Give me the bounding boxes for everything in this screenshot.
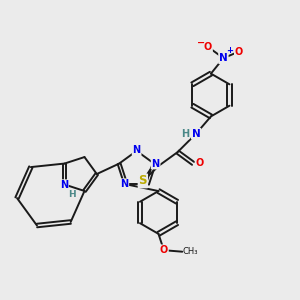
Text: O: O	[160, 245, 168, 255]
Text: N: N	[219, 53, 228, 63]
Text: N: N	[133, 145, 141, 155]
Text: +: +	[226, 46, 233, 55]
Text: CH₃: CH₃	[182, 247, 198, 256]
Text: H: H	[181, 129, 189, 139]
Text: N: N	[192, 129, 200, 139]
Text: N: N	[120, 179, 128, 189]
Text: O: O	[196, 158, 204, 168]
Text: −: −	[197, 38, 206, 48]
Text: S: S	[139, 174, 147, 188]
Text: N: N	[152, 159, 160, 169]
Text: H: H	[68, 190, 76, 200]
Text: O: O	[235, 46, 243, 57]
Text: O: O	[204, 42, 212, 52]
Text: N: N	[60, 180, 68, 190]
